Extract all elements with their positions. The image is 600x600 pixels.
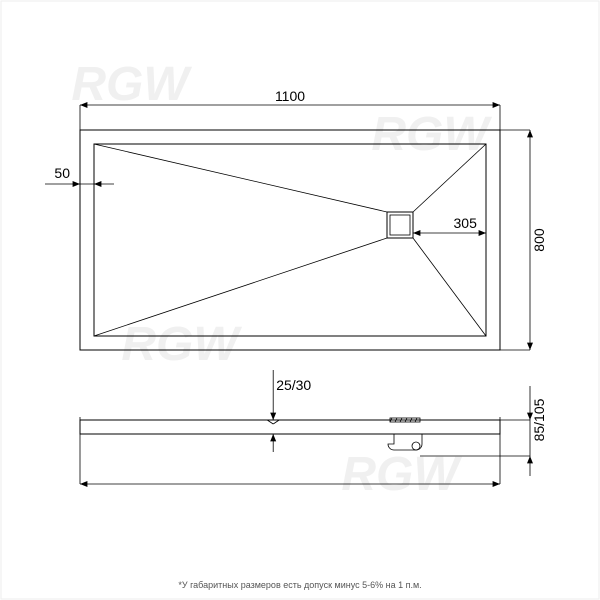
svg-text:1100: 1100 bbox=[275, 88, 305, 104]
svg-text:RGW: RGW bbox=[121, 318, 242, 371]
svg-text:800: 800 bbox=[531, 228, 547, 252]
svg-text:RGW: RGW bbox=[71, 58, 192, 111]
svg-text:85/105: 85/105 bbox=[531, 398, 547, 441]
svg-text:50: 50 bbox=[54, 165, 70, 181]
svg-text:*У габаритных размеров есть до: *У габаритных размеров есть допуск минус… bbox=[178, 580, 421, 590]
svg-text:RGW: RGW bbox=[371, 108, 492, 161]
svg-text:25/30: 25/30 bbox=[276, 377, 311, 393]
svg-text:305: 305 bbox=[454, 215, 478, 231]
